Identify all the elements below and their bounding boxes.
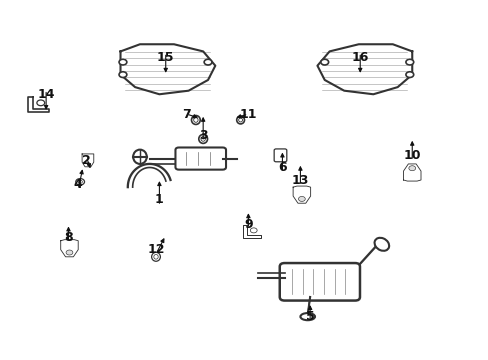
Polygon shape (243, 225, 260, 238)
Polygon shape (61, 240, 78, 257)
Ellipse shape (193, 118, 198, 122)
Circle shape (405, 72, 413, 77)
FancyBboxPatch shape (274, 149, 286, 162)
Ellipse shape (300, 313, 314, 320)
Polygon shape (82, 154, 94, 167)
Circle shape (119, 72, 126, 77)
Text: 9: 9 (244, 218, 252, 231)
Text: 10: 10 (403, 149, 420, 162)
Text: 12: 12 (147, 243, 164, 256)
Ellipse shape (151, 252, 160, 261)
Text: 13: 13 (291, 174, 308, 187)
Text: 8: 8 (64, 231, 73, 244)
FancyBboxPatch shape (175, 148, 225, 170)
Text: 14: 14 (37, 89, 55, 102)
Circle shape (203, 59, 211, 65)
Circle shape (119, 59, 126, 65)
Text: 16: 16 (351, 51, 368, 64)
Ellipse shape (133, 150, 146, 164)
Polygon shape (28, 97, 48, 112)
Ellipse shape (238, 118, 242, 122)
Circle shape (408, 166, 415, 171)
Text: 15: 15 (157, 51, 174, 64)
Text: 4: 4 (74, 178, 82, 191)
Ellipse shape (374, 238, 388, 251)
Circle shape (405, 59, 413, 65)
Polygon shape (292, 186, 310, 203)
Circle shape (66, 250, 73, 255)
Ellipse shape (191, 116, 200, 125)
Polygon shape (317, 44, 411, 94)
Ellipse shape (199, 134, 207, 143)
Text: 5: 5 (305, 310, 314, 323)
Ellipse shape (201, 136, 205, 141)
FancyBboxPatch shape (279, 263, 359, 301)
Ellipse shape (76, 179, 84, 185)
Ellipse shape (154, 255, 158, 259)
Polygon shape (403, 164, 420, 181)
Text: 1: 1 (155, 193, 163, 206)
Text: 6: 6 (278, 161, 286, 174)
Text: 3: 3 (199, 129, 207, 142)
Circle shape (37, 100, 44, 106)
Ellipse shape (78, 180, 82, 183)
Text: 2: 2 (82, 154, 91, 167)
Ellipse shape (236, 116, 244, 124)
Circle shape (250, 228, 257, 233)
Polygon shape (120, 44, 215, 94)
Text: 11: 11 (239, 108, 257, 121)
Circle shape (320, 59, 328, 65)
Text: 7: 7 (182, 108, 190, 121)
Circle shape (298, 197, 305, 202)
